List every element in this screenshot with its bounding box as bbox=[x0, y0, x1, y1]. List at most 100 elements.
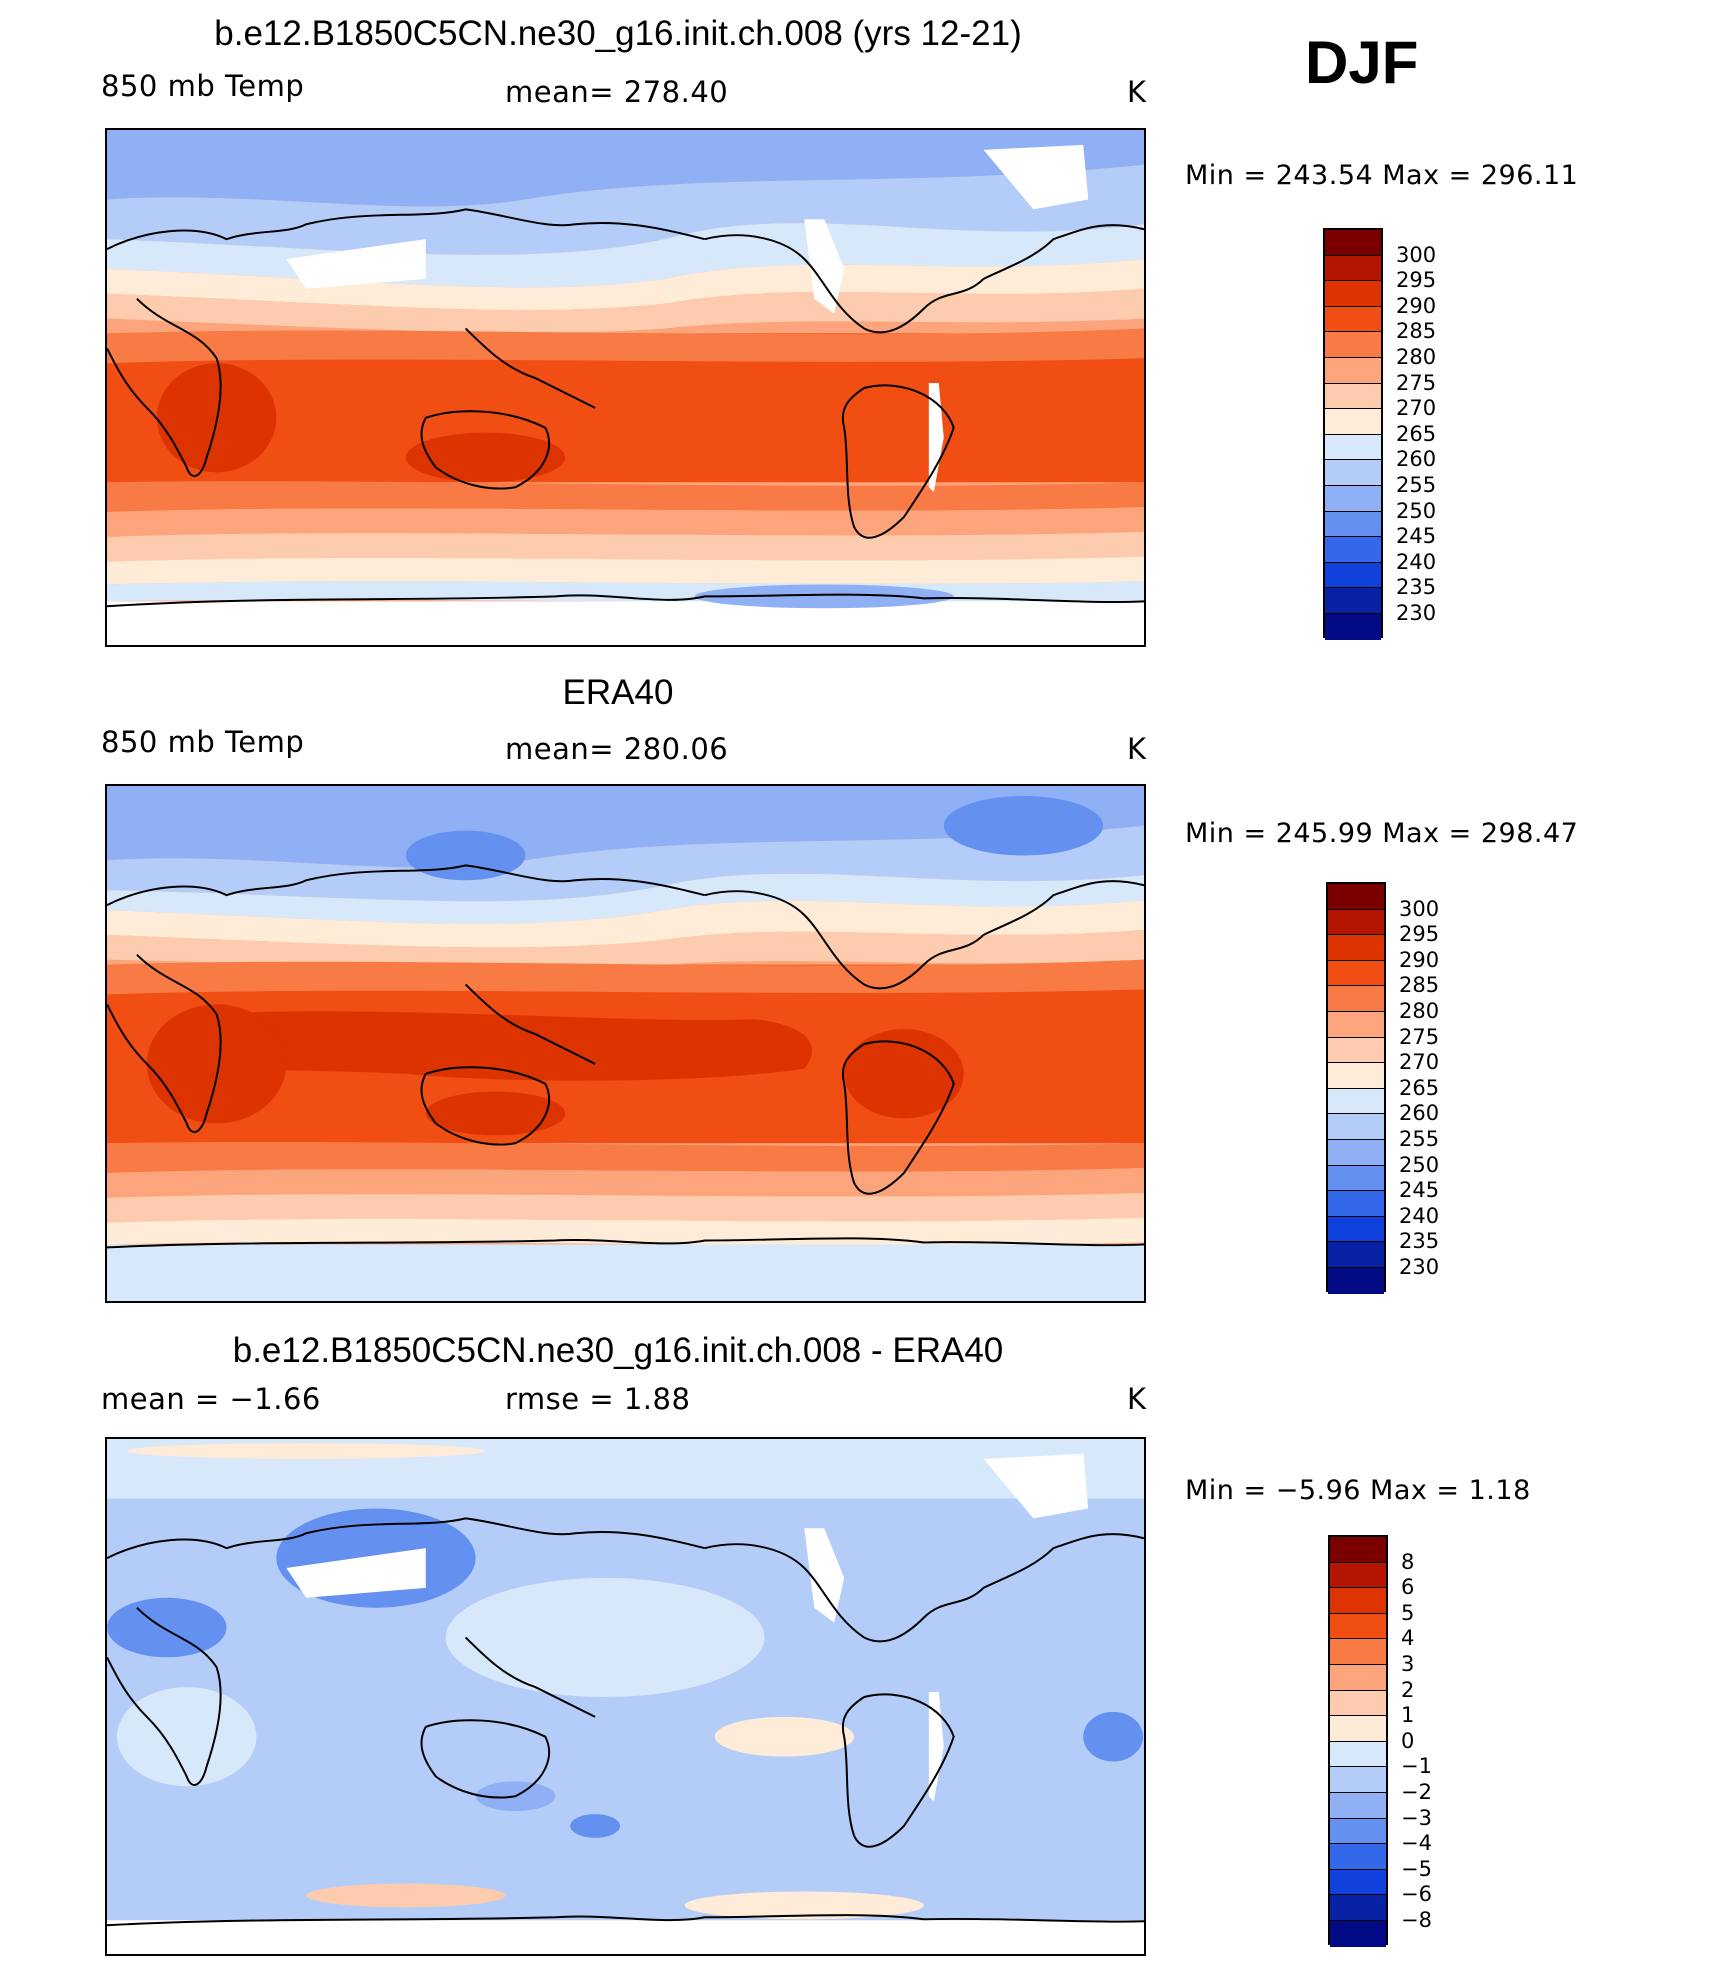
colorbar-tick-label: 230 bbox=[1396, 601, 1437, 625]
colorbar-segment bbox=[1325, 562, 1381, 589]
colorbar-segment bbox=[1325, 537, 1381, 563]
panel3-coastlines bbox=[107, 1517, 1144, 1927]
colorbar-tick-label: 265 bbox=[1396, 421, 1437, 446]
panel3-minmax: Min = −5.96 Max = 1.18 bbox=[1185, 1475, 1531, 1506]
colorbar-tick-label: −5 bbox=[1401, 1856, 1432, 1881]
colorbar-segment bbox=[1330, 1537, 1386, 1563]
panel3-mask-himalaya bbox=[286, 1548, 426, 1598]
panel3-so-warm bbox=[306, 1883, 506, 1908]
colorbar-tick-label: −4 bbox=[1401, 1831, 1432, 1856]
panel2-variable-label: 850 mb Temp bbox=[101, 725, 305, 759]
panel2-warm-pool bbox=[186, 1011, 812, 1081]
colorbar-tick-label: 1 bbox=[1401, 1703, 1415, 1728]
panel3-rmse-label: rmse = 1.88 bbox=[505, 1382, 691, 1416]
panel2-minmax: Min = 245.99 Max = 298.47 bbox=[1185, 818, 1579, 849]
colorbar-tick-label: 5 bbox=[1401, 1600, 1415, 1625]
colorbar-tick-label: 300 bbox=[1396, 242, 1437, 267]
colorbar-segment bbox=[1325, 357, 1381, 384]
colorbar-segment bbox=[1325, 409, 1381, 435]
colorbar-segment bbox=[1330, 1562, 1386, 1589]
colorbar-tick-label: 275 bbox=[1399, 1024, 1440, 1049]
colorbar-tick-label: 2 bbox=[1401, 1677, 1415, 1702]
colorbar-tick-label: 0 bbox=[1401, 1728, 1415, 1753]
colorbar-segment bbox=[1330, 1869, 1386, 1896]
colorbar-tick-label: 255 bbox=[1396, 473, 1437, 497]
panel2-map bbox=[105, 784, 1146, 1303]
panel2-units: K bbox=[1127, 732, 1147, 766]
colorbar-tick-label: 250 bbox=[1396, 498, 1437, 523]
panel1-minmax: Min = 243.54 Max = 296.11 bbox=[1185, 160, 1579, 191]
panel3-arctic-warm bbox=[126, 1442, 486, 1459]
colorbar-segment bbox=[1330, 1639, 1386, 1665]
colorbar-segment bbox=[1330, 1844, 1386, 1870]
colorbar-segment bbox=[1330, 1818, 1386, 1845]
colorbar-tick-label: 290 bbox=[1396, 293, 1437, 318]
colorbar-tick-label: 255 bbox=[1399, 1127, 1440, 1151]
panel2-band-arctic bbox=[107, 786, 1144, 868]
panel3-pacific-warm bbox=[714, 1716, 855, 1757]
colorbar-segment bbox=[1328, 1216, 1384, 1243]
colorbar-segment bbox=[1325, 383, 1381, 410]
colorbar-tick-label: 245 bbox=[1396, 524, 1437, 549]
colorbar-segment bbox=[1325, 230, 1381, 256]
panel3-antarctica-mask bbox=[107, 1920, 1144, 1954]
colorbar-segment bbox=[1328, 1267, 1384, 1294]
colorbar-segment bbox=[1330, 1920, 1386, 1947]
panel3-map-svg bbox=[107, 1439, 1144, 1954]
colorbar-tick-label: −8 bbox=[1401, 1908, 1432, 1932]
colorbar-tick-label: 260 bbox=[1399, 1101, 1440, 1126]
panel1-map-svg bbox=[107, 130, 1144, 645]
panel3-atlantic-cold bbox=[1083, 1711, 1144, 1762]
colorbar-segment bbox=[1328, 935, 1384, 961]
colorbar-segment bbox=[1328, 1037, 1384, 1064]
panel2-colorbar bbox=[1326, 882, 1386, 1294]
panel1-mask-andes bbox=[928, 383, 944, 493]
colorbar-segment bbox=[1325, 613, 1381, 640]
colorbar-segment bbox=[1328, 1063, 1384, 1089]
panel3-mask-andes bbox=[928, 1692, 944, 1802]
panel3-africa-light bbox=[116, 1687, 257, 1787]
panel2-siberia-cold bbox=[405, 830, 526, 881]
colorbar-tick-label: 300 bbox=[1399, 896, 1440, 921]
colorbar-segment bbox=[1328, 1139, 1384, 1166]
colorbar-tick-label: 270 bbox=[1399, 1050, 1440, 1075]
panel1-map bbox=[105, 128, 1146, 647]
panel2-warm-australia bbox=[425, 1091, 566, 1136]
panel2-band-n-cool bbox=[107, 873, 1144, 924]
colorbar-tick-label: 295 bbox=[1396, 268, 1437, 293]
panel2-warm-africa bbox=[146, 1004, 287, 1124]
colorbar-tick-label: −3 bbox=[1401, 1805, 1432, 1830]
panel3-mask-rockies bbox=[804, 1528, 845, 1623]
colorbar-tick-label: 240 bbox=[1396, 549, 1437, 574]
panel1-colorbar bbox=[1323, 228, 1383, 640]
colorbar-segment bbox=[1325, 588, 1381, 614]
colorbar-tick-label: 6 bbox=[1401, 1575, 1415, 1600]
colorbar-tick-label: 235 bbox=[1399, 1229, 1440, 1254]
colorbar-segment bbox=[1328, 1088, 1384, 1115]
panel1-band-subtrop bbox=[107, 328, 1144, 364]
panel3-map bbox=[105, 1437, 1146, 1956]
panel2-mean-label: mean= 280.06 bbox=[505, 732, 729, 766]
colorbar-segment bbox=[1328, 1191, 1384, 1217]
colorbar-segment bbox=[1325, 306, 1381, 333]
panel1-mask-himalaya bbox=[286, 239, 426, 289]
colorbar-tick-label: 230 bbox=[1399, 1255, 1440, 1279]
panel3-mean-label: mean = −1.66 bbox=[101, 1382, 321, 1416]
panel1-band-n-mild bbox=[107, 258, 1144, 310]
colorbar-tick-label: −1 bbox=[1401, 1754, 1432, 1779]
colorbar-tick-label: 235 bbox=[1396, 575, 1437, 600]
colorbar-tick-label: −6 bbox=[1401, 1882, 1432, 1907]
panel3-units: K bbox=[1127, 1382, 1147, 1416]
panel1-band-s-cool bbox=[107, 531, 1144, 562]
panel2-band-s-cool bbox=[107, 1192, 1144, 1223]
panel2-band-antarctica bbox=[107, 1244, 1144, 1301]
panel1-mask-greenland bbox=[983, 144, 1089, 210]
panel1-band-s-mild bbox=[107, 507, 1144, 537]
panel1-warm-australia bbox=[405, 432, 566, 483]
colorbar-tick-label: 275 bbox=[1396, 370, 1437, 395]
colorbar-segment bbox=[1325, 255, 1381, 282]
panel1-band-s-cold bbox=[107, 556, 1144, 585]
colorbar-segment bbox=[1328, 1165, 1384, 1192]
colorbar-tick-label: 270 bbox=[1396, 396, 1437, 421]
colorbar-tick-label: 265 bbox=[1399, 1075, 1440, 1100]
